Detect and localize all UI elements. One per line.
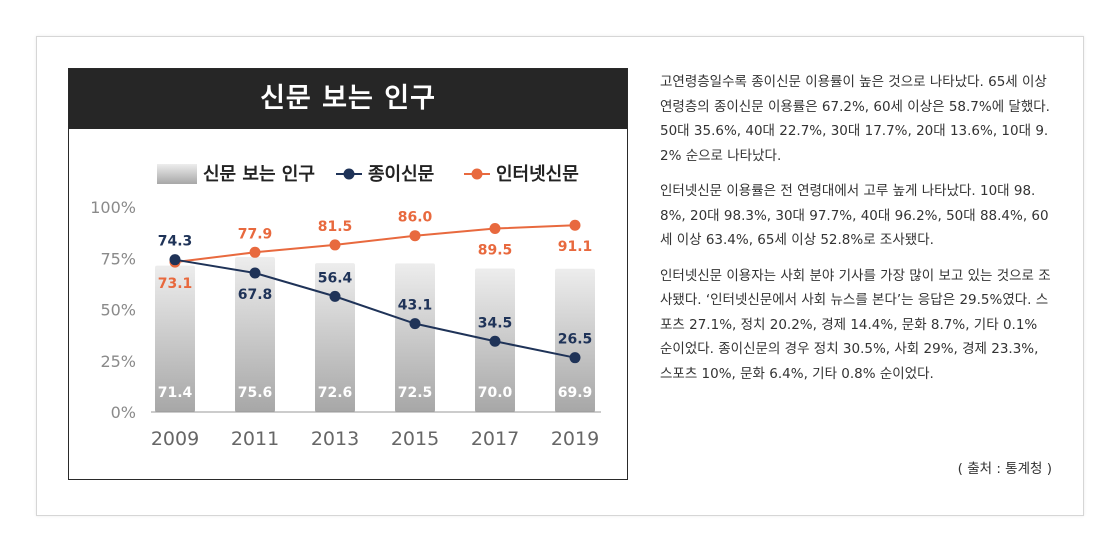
bar-value-label: 69.9 xyxy=(558,385,593,401)
legend-bar-swatch xyxy=(157,164,197,184)
paper-value-label: 43.1 xyxy=(398,298,433,314)
internet-point xyxy=(569,219,581,231)
paper-point xyxy=(489,335,501,347)
internet-point xyxy=(489,223,501,235)
legend-bar-label: 신문 보는 인구 xyxy=(203,164,315,185)
paper-value-label: 74.3 xyxy=(158,234,193,250)
x-tick-label: 2009 xyxy=(151,428,199,450)
bar xyxy=(395,263,435,412)
chart-panel: 신문 보는 인구 신문 보는 인구 종이신문 인터넷신문 0% 25% 50% 75%… xyxy=(68,68,628,480)
y-tick-label: 0% xyxy=(111,403,136,422)
internet-value-label: 86.0 xyxy=(398,210,433,226)
y-tick-label: 50% xyxy=(100,301,136,320)
internet-value-label: 89.5 xyxy=(478,243,513,259)
legend-paper-label: 종이신문 xyxy=(368,164,434,185)
bar-value-label: 72.5 xyxy=(398,385,433,401)
paper-point xyxy=(409,318,421,330)
internet-value-label: 77.9 xyxy=(238,226,273,242)
x-tick-label: 2011 xyxy=(231,428,279,450)
bar-value-label: 75.6 xyxy=(238,385,273,401)
internet-point xyxy=(249,246,261,258)
bar-value-label: 70.0 xyxy=(478,385,513,401)
x-tick-label: 2013 xyxy=(311,428,359,450)
article-text: 고연령층일수록 종이신문 이용률이 높은 것으로 나타났다. 65세 이상 연령… xyxy=(660,70,1052,397)
legend-internet-marker xyxy=(471,168,483,180)
bar-value-label: 71.4 xyxy=(158,385,193,401)
y-tick-label: 75% xyxy=(100,249,136,268)
internet-value-label: 91.1 xyxy=(558,239,593,255)
chart-title: 신문 보는 인구 xyxy=(69,69,627,129)
paper-value-label: 67.8 xyxy=(238,287,273,303)
legend-internet-label: 인터넷신문 xyxy=(496,164,579,185)
internet-value-label: 81.5 xyxy=(318,219,353,235)
internet-value-label: 73.1 xyxy=(158,276,193,292)
paper-point xyxy=(169,254,181,266)
bar xyxy=(555,268,595,412)
paper-point xyxy=(329,290,341,302)
legend-paper-marker xyxy=(343,168,355,180)
y-tick-label: 100% xyxy=(90,198,136,217)
internet-point xyxy=(409,230,421,242)
chart-canvas: 신문 보는 인구 종이신문 인터넷신문 0% 25% 50% 75% 100% 71.4 7… xyxy=(90,164,601,450)
paragraph: 인터넷신문 이용자는 사회 분야 기사를 가장 많이 보고 있는 것으로 조사됐… xyxy=(660,267,1051,382)
paper-value-label: 56.4 xyxy=(318,270,353,286)
source-note: ( 출처 : 통계청 ) xyxy=(957,461,1052,477)
x-tick-label: 2015 xyxy=(391,428,439,450)
bar-value-label: 72.6 xyxy=(318,385,353,401)
bar xyxy=(155,265,195,412)
paragraph: 고연령층일수록 종이신문 이용률이 높은 것으로 나타났다. 65세 이상 연령… xyxy=(660,74,1050,164)
plot-area: 0% 25% 50% 75% 100% 71.4 75.6 72.6 72.5 70.0 69.9 2… xyxy=(90,198,601,450)
internet-point xyxy=(329,239,341,251)
paper-line xyxy=(174,258,576,359)
paragraph: 인터넷신문 이용률은 전 연령대에서 고루 높게 나타났다. 10대 98.8%… xyxy=(660,183,1049,248)
x-tick-label: 2017 xyxy=(471,428,519,450)
paper-value-label: 26.5 xyxy=(558,332,593,348)
y-tick-label: 25% xyxy=(100,352,136,371)
paper-point xyxy=(249,267,261,279)
paper-point xyxy=(569,352,581,364)
x-tick-label: 2019 xyxy=(551,428,599,450)
bar xyxy=(235,257,275,412)
paper-value-label: 34.5 xyxy=(478,315,513,331)
internet-line xyxy=(174,224,576,264)
